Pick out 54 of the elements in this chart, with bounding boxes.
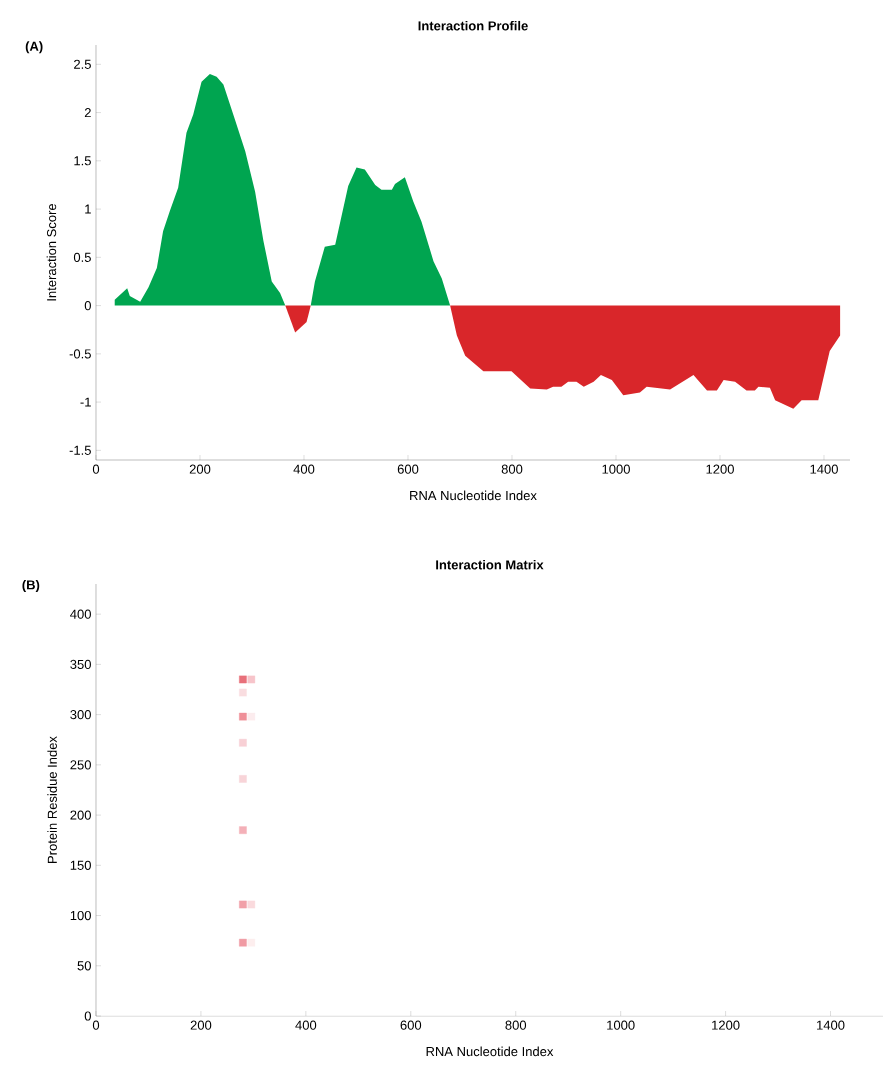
point <box>239 900 247 909</box>
x-tick-label: 1000 <box>607 1020 635 1030</box>
point <box>247 675 256 684</box>
x-tick-label: 1000 <box>602 464 630 474</box>
y-tick-label: -0.5 <box>69 349 91 359</box>
point <box>239 675 247 684</box>
y-axis-title: Protein Residue Index <box>47 736 57 863</box>
x-axis-title: RNA Nucleotide Index <box>410 490 537 501</box>
y-axis-title: Interaction Score <box>46 203 57 301</box>
y-tick-label: 50 <box>77 961 91 971</box>
point <box>247 938 256 947</box>
text: (B) <box>22 579 40 593</box>
x-tick-label: 0 <box>92 1020 100 1030</box>
y-tick-label: 150 <box>70 860 91 870</box>
chart-title: Interaction Matrix <box>436 559 544 570</box>
y-tick-label: 350 <box>70 659 91 669</box>
point <box>239 738 247 747</box>
y-tick-label: 250 <box>70 760 91 770</box>
y-tick-label: 200 <box>70 810 91 820</box>
y-tick-label: 0.5 <box>73 252 91 262</box>
x-tick-label: 400 <box>295 1020 317 1030</box>
y-tick-label: 1.5 <box>74 156 91 166</box>
x-tick-label: 600 <box>397 464 419 474</box>
point <box>247 712 256 721</box>
chart-title: Interaction Profile <box>418 20 528 31</box>
x-tick-label: 1400 <box>810 464 838 474</box>
y-tick-label: 0 <box>84 1011 91 1021</box>
y-tick-label: 100 <box>70 910 91 921</box>
point <box>239 826 247 834</box>
x-tick-label: 800 <box>505 1020 527 1030</box>
x-axis-title: RNA Nucleotide Index <box>426 1046 554 1057</box>
point <box>239 775 247 783</box>
x-tick-label: 800 <box>501 464 523 474</box>
y-tick-label: -1.5 <box>69 445 91 455</box>
y-tick-label: 1 <box>85 204 91 214</box>
x-tick-label: 0 <box>92 464 100 474</box>
y-tick-label: -1 <box>80 397 91 407</box>
x-tick-label: 1200 <box>706 464 734 474</box>
y-tick-label: 2.5 <box>74 59 91 69</box>
y-tick-label: 2 <box>84 108 91 118</box>
x-tick-label: 400 <box>293 464 315 474</box>
x-tick-label: 200 <box>189 464 211 474</box>
text: (A) <box>25 41 43 54</box>
x-tick-label: 200 <box>190 1020 212 1030</box>
x-tick-label: 1400 <box>817 1020 845 1030</box>
point <box>239 938 247 947</box>
point <box>247 900 256 909</box>
y-tick-label: 0 <box>84 300 91 311</box>
x-tick-label: 600 <box>400 1020 422 1030</box>
x-tick-label: 1200 <box>712 1020 740 1030</box>
y-tick-label: 400 <box>70 609 91 619</box>
point <box>239 688 247 697</box>
point <box>239 712 247 721</box>
y-tick-label: 300 <box>70 710 91 720</box>
